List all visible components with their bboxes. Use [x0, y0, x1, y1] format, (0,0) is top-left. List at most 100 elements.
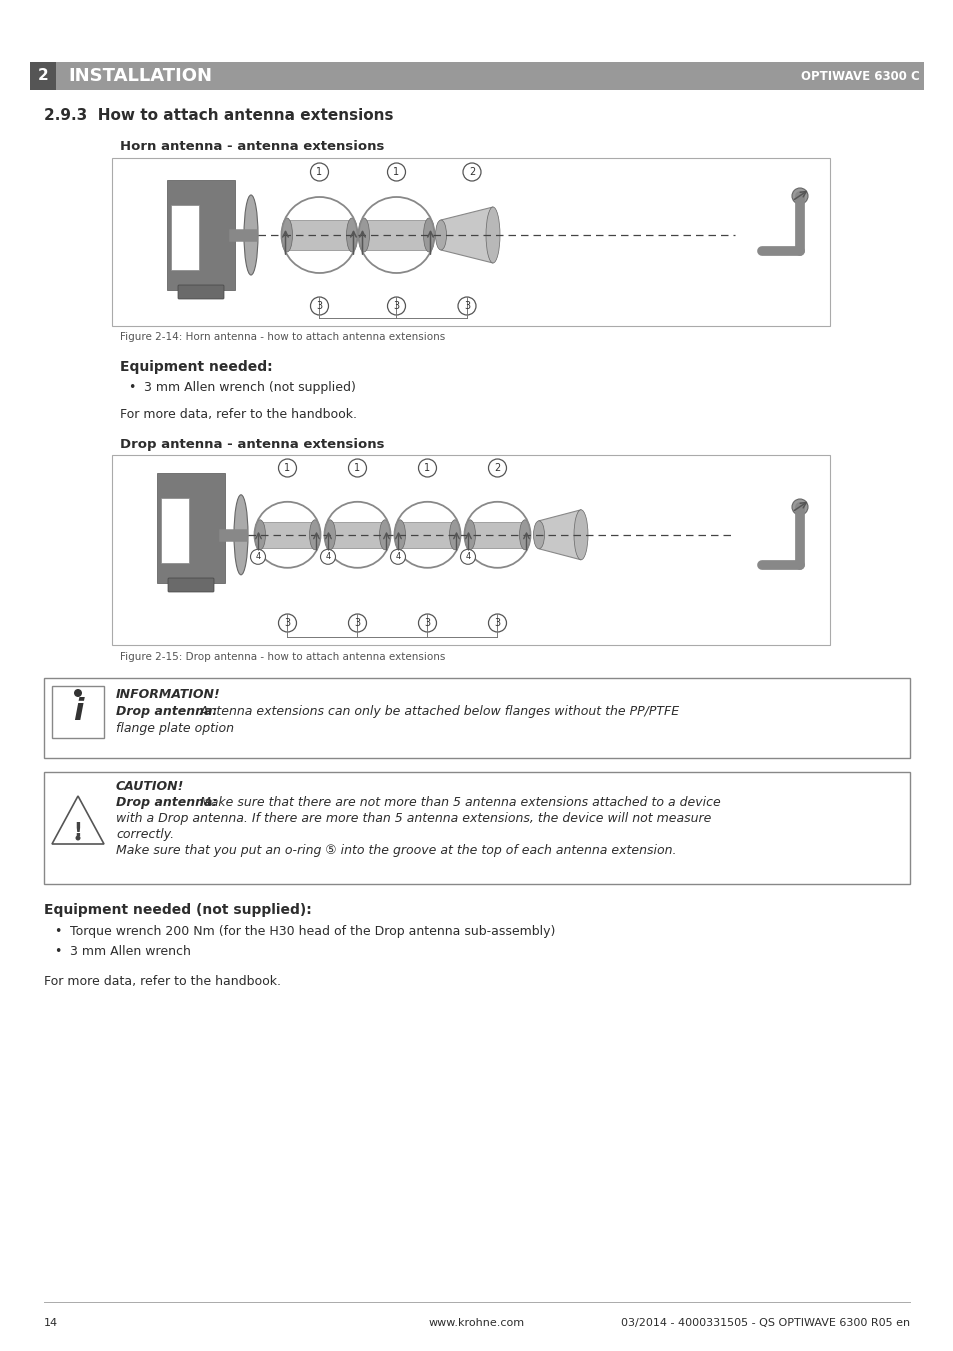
Circle shape — [460, 550, 475, 565]
Ellipse shape — [519, 520, 530, 550]
FancyBboxPatch shape — [44, 678, 909, 758]
Ellipse shape — [309, 520, 320, 550]
Text: For more data, refer to the handbook.: For more data, refer to the handbook. — [120, 408, 356, 422]
Text: Drop antenna:: Drop antenna: — [116, 705, 217, 717]
Text: 3: 3 — [463, 301, 470, 311]
Text: 1: 1 — [316, 168, 322, 177]
Text: 4: 4 — [325, 553, 331, 561]
Circle shape — [278, 459, 296, 477]
Circle shape — [791, 499, 807, 515]
Text: Drop antenna - antenna extensions: Drop antenna - antenna extensions — [120, 438, 384, 451]
Circle shape — [387, 163, 405, 181]
Text: correctly.: correctly. — [116, 828, 174, 842]
Ellipse shape — [423, 218, 434, 253]
Circle shape — [75, 835, 80, 840]
Circle shape — [278, 613, 296, 632]
Text: 3: 3 — [494, 617, 500, 628]
Ellipse shape — [281, 218, 293, 253]
Circle shape — [418, 459, 436, 477]
Text: 4: 4 — [395, 553, 400, 561]
Circle shape — [348, 613, 366, 632]
Text: 1: 1 — [355, 463, 360, 473]
Text: 1: 1 — [284, 463, 291, 473]
Ellipse shape — [254, 520, 265, 550]
Text: 3: 3 — [393, 301, 399, 311]
Circle shape — [390, 550, 405, 565]
Text: Torque wrench 200 Nm (for the H30 head of the Drop antenna sub-assembly): Torque wrench 200 Nm (for the H30 head o… — [70, 925, 555, 938]
Text: 14: 14 — [44, 1319, 58, 1328]
Text: CAUTION!: CAUTION! — [116, 780, 184, 793]
Text: 2: 2 — [468, 168, 475, 177]
Circle shape — [348, 459, 366, 477]
Bar — [470, 521, 524, 547]
Bar — [260, 521, 314, 547]
Circle shape — [310, 163, 328, 181]
Ellipse shape — [533, 520, 544, 549]
Circle shape — [310, 297, 328, 315]
Text: 2: 2 — [37, 69, 49, 84]
Circle shape — [387, 297, 405, 315]
Ellipse shape — [485, 207, 499, 263]
FancyBboxPatch shape — [30, 62, 923, 91]
Bar — [167, 180, 234, 290]
Text: 4: 4 — [255, 553, 260, 561]
Ellipse shape — [324, 520, 335, 550]
FancyBboxPatch shape — [30, 62, 56, 91]
Text: 2: 2 — [494, 463, 500, 473]
Circle shape — [457, 297, 476, 315]
Text: OPTIWAVE 6300 C: OPTIWAVE 6300 C — [801, 69, 919, 82]
Text: 3 mm Allen wrench (not supplied): 3 mm Allen wrench (not supplied) — [144, 381, 355, 394]
Circle shape — [74, 689, 82, 697]
Polygon shape — [440, 207, 493, 263]
Text: Make sure that there are not more than 5 antenna extensions attached to a device: Make sure that there are not more than 5… — [195, 796, 720, 809]
Text: 3 mm Allen wrench: 3 mm Allen wrench — [70, 944, 191, 958]
Text: 1: 1 — [393, 168, 399, 177]
Text: INFORMATION!: INFORMATION! — [116, 688, 220, 701]
Circle shape — [251, 550, 265, 565]
Text: 3: 3 — [316, 301, 322, 311]
Text: •: • — [54, 944, 61, 958]
Circle shape — [488, 459, 506, 477]
Bar — [171, 205, 199, 270]
Text: www.krohne.com: www.krohne.com — [429, 1319, 524, 1328]
Text: with a Drop antenna. If there are more than 5 antenna extensions, the device wil: with a Drop antenna. If there are more t… — [116, 812, 711, 825]
Bar — [287, 220, 352, 250]
FancyBboxPatch shape — [52, 686, 104, 738]
Text: Figure 2-15: Drop antenna - how to attach antenna extensions: Figure 2-15: Drop antenna - how to attac… — [120, 653, 445, 662]
Text: 3: 3 — [284, 617, 291, 628]
Text: 2.9.3  How to attach antenna extensions: 2.9.3 How to attach antenna extensions — [44, 108, 393, 123]
Text: 03/2014 - 4000331505 - QS OPTIWAVE 6300 R05 en: 03/2014 - 4000331505 - QS OPTIWAVE 6300 … — [620, 1319, 909, 1328]
Circle shape — [418, 613, 436, 632]
Ellipse shape — [574, 509, 587, 559]
Text: •: • — [128, 381, 135, 394]
Bar — [364, 220, 429, 250]
Text: For more data, refer to the handbook.: For more data, refer to the handbook. — [44, 975, 281, 988]
Text: •: • — [54, 925, 61, 938]
Text: 3: 3 — [355, 617, 360, 628]
Text: Equipment needed (not supplied):: Equipment needed (not supplied): — [44, 902, 312, 917]
Text: Antenna extensions can only be attached below flanges without the PP/PTFE: Antenna extensions can only be attached … — [195, 705, 679, 717]
Text: 3: 3 — [424, 617, 430, 628]
FancyBboxPatch shape — [112, 158, 829, 326]
Text: i: i — [72, 697, 83, 727]
Ellipse shape — [395, 520, 405, 550]
Circle shape — [320, 550, 335, 565]
Text: 4: 4 — [465, 553, 470, 561]
Text: 1: 1 — [424, 463, 430, 473]
Ellipse shape — [244, 195, 257, 276]
Ellipse shape — [435, 220, 446, 250]
FancyBboxPatch shape — [112, 455, 829, 644]
Text: Horn antenna - antenna extensions: Horn antenna - antenna extensions — [120, 141, 384, 153]
Ellipse shape — [379, 520, 390, 550]
Ellipse shape — [346, 218, 357, 253]
Text: Drop antenna:: Drop antenna: — [116, 796, 217, 809]
Text: Equipment needed:: Equipment needed: — [120, 359, 273, 374]
Ellipse shape — [464, 520, 475, 550]
Bar — [157, 473, 225, 584]
FancyBboxPatch shape — [44, 771, 909, 884]
Text: Make sure that you put an o-ring ⑤ into the groove at the top of each antenna ex: Make sure that you put an o-ring ⑤ into … — [116, 844, 676, 857]
Text: !: ! — [73, 820, 82, 839]
Text: flange plate option: flange plate option — [116, 721, 233, 735]
Text: Figure 2-14: Horn antenna - how to attach antenna extensions: Figure 2-14: Horn antenna - how to attac… — [120, 332, 445, 342]
Ellipse shape — [358, 218, 369, 253]
